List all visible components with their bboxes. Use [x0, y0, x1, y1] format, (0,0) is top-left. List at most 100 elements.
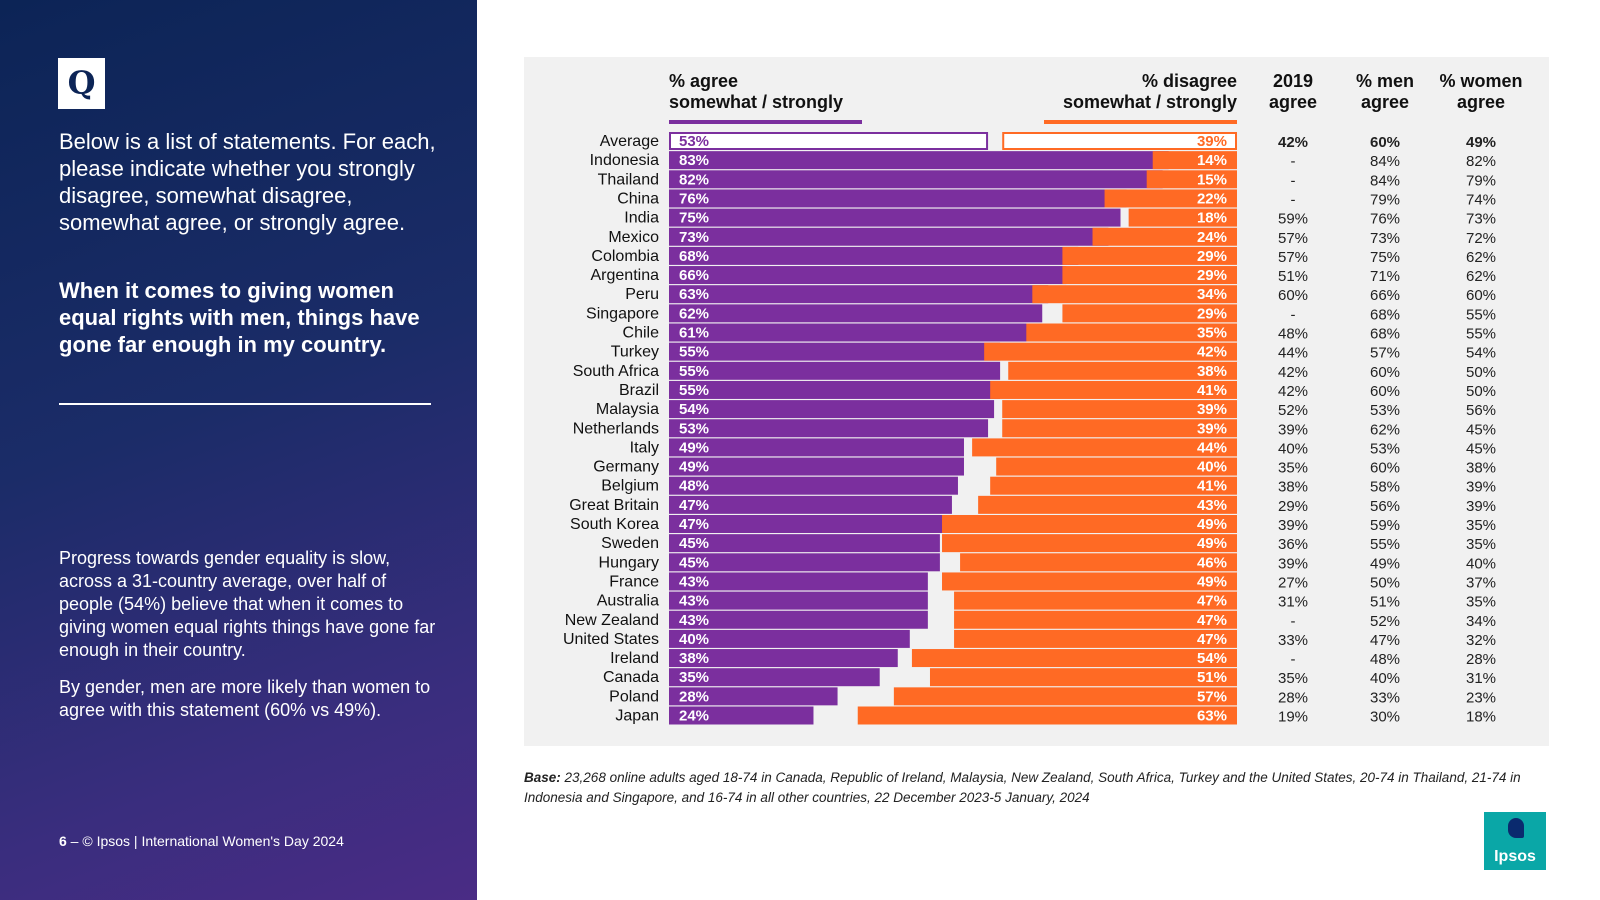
cell-women: 34% [1466, 613, 1496, 630]
category-label: Turkey [611, 344, 659, 361]
question-text: Below is a list of statements. For each,… [59, 129, 436, 235]
category-label: Peru [625, 286, 659, 303]
disagree-value-label: 40% [1197, 459, 1227, 476]
cell-2019: - [1291, 153, 1296, 170]
cell-men: 47% [1370, 632, 1400, 649]
header-y2019-line1: 2019 [1273, 71, 1313, 91]
disagree-bar [1002, 132, 1237, 150]
category-label: China [617, 190, 659, 207]
cell-2019: 39% [1278, 555, 1308, 572]
cell-2019: 31% [1278, 594, 1308, 611]
agree-value-label: 40% [679, 631, 709, 648]
agree-value-label: 54% [679, 401, 709, 418]
cell-women: 40% [1466, 555, 1496, 572]
disagree-bar [893, 687, 1237, 706]
category-label: Chile [623, 325, 660, 342]
header-women-line1: % women [1439, 71, 1522, 91]
cell-women: 28% [1466, 651, 1496, 668]
header-men-line2: agree [1361, 92, 1409, 112]
category-label: Germany [593, 459, 659, 476]
cell-2019: 35% [1278, 460, 1308, 477]
agree-value-label: 53% [679, 420, 709, 437]
cell-2019: 33% [1278, 632, 1308, 649]
cell-2019: 27% [1278, 574, 1308, 591]
cell-men: 68% [1370, 306, 1400, 323]
cell-women: 62% [1466, 268, 1496, 285]
cell-men: 58% [1370, 479, 1400, 496]
cell-2019: - [1291, 306, 1296, 323]
disagree-bar [1002, 419, 1237, 438]
disagree-bar [1008, 361, 1237, 380]
cell-women: 50% [1466, 364, 1496, 381]
cell-men: 68% [1370, 326, 1400, 343]
category-label: France [609, 573, 659, 590]
sidebar-panel: Q Below is a list of statements. For eac… [0, 0, 477, 900]
disagree-bar [1146, 170, 1237, 189]
cell-women: 72% [1466, 230, 1496, 247]
base-note: Base: 23,268 online adults aged 18-74 in… [524, 768, 1524, 808]
cell-women: 56% [1466, 402, 1496, 419]
category-label: Thailand [598, 171, 659, 188]
disagree-bar [942, 572, 1237, 591]
cell-2019: 39% [1278, 517, 1308, 534]
agree-bar [669, 515, 952, 533]
cell-men: 50% [1370, 574, 1400, 591]
cell-2019: 57% [1278, 230, 1308, 247]
cell-women: 39% [1466, 498, 1496, 515]
cell-2019: 36% [1278, 536, 1308, 553]
agree-bar [669, 495, 952, 514]
logo-mark [1508, 818, 1524, 838]
disagree-value-label: 15% [1197, 171, 1227, 188]
category-label: Italy [630, 439, 659, 456]
disagree-bar [978, 495, 1237, 514]
cell-2019: 42% [1278, 364, 1308, 381]
agree-value-label: 38% [679, 650, 709, 667]
cell-2019: 39% [1278, 421, 1308, 438]
disagree-value-label: 41% [1197, 382, 1227, 399]
disagree-bar [1152, 151, 1237, 170]
ipsos-logo: Ipsos [1484, 812, 1546, 870]
disagree-bar [942, 515, 1237, 533]
agree-value-label: 66% [679, 267, 709, 284]
base-label: Base: [524, 770, 561, 785]
cell-2019: - [1291, 172, 1296, 189]
category-label: Indonesia [590, 152, 659, 169]
agree-value-label: 82% [679, 171, 709, 188]
category-label: Poland [609, 688, 659, 705]
disagree-value-label: 41% [1197, 478, 1227, 495]
disagree-value-label: 54% [1197, 650, 1227, 667]
footer: 6 – © Ipsos | International Women's Day … [59, 833, 344, 849]
agree-value-label: 49% [679, 439, 709, 456]
disagree-bar [960, 553, 1237, 572]
header-disagree-line1: % disagree [1142, 71, 1237, 91]
agree-bar [669, 151, 1169, 170]
disagree-bar [954, 591, 1237, 610]
category-label: South Korea [570, 516, 659, 533]
cell-2019: 28% [1278, 689, 1308, 706]
disagree-bar [1062, 246, 1237, 265]
category-label: Australia [597, 593, 659, 610]
cell-men: 49% [1370, 555, 1400, 572]
disagree-bar [990, 380, 1237, 399]
agree-value-label: 49% [679, 459, 709, 476]
disagree-bar [929, 668, 1237, 687]
category-label: South Africa [573, 363, 659, 380]
statement-text: When it comes to giving women equal righ… [59, 278, 420, 357]
agree-value-label: 47% [679, 516, 709, 533]
disagree-value-label: 43% [1197, 497, 1227, 514]
agree-value-label: 55% [679, 382, 709, 399]
cell-women: 82% [1466, 153, 1496, 170]
disagree-value-label: 22% [1197, 190, 1227, 207]
cell-women: 23% [1466, 689, 1496, 706]
cell-2019: 38% [1278, 479, 1308, 496]
page-number: 6 [59, 833, 67, 849]
category-label: India [624, 210, 659, 227]
cell-men: 57% [1370, 345, 1400, 362]
cell-women: 31% [1466, 670, 1496, 687]
category-label: Ireland [610, 650, 659, 667]
category-label: Belgium [601, 478, 659, 495]
disagree-bar [972, 438, 1237, 457]
cell-women: 35% [1466, 594, 1496, 611]
disagree-bar [1062, 266, 1237, 285]
